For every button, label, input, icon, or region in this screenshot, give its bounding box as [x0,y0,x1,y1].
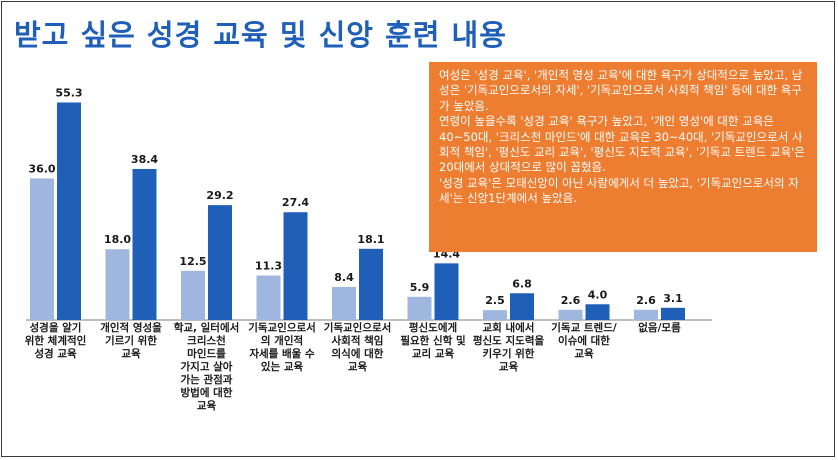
bar-s1-c2 [105,249,130,320]
category-label-7-line-3: 키우기 위한 [482,348,535,360]
category-label-3-line-3: 마인드를 [187,348,226,360]
category-label-4-line-2: 의 개인적 [260,335,304,347]
category-label-7: 교회 내에서 평신도 지도력을 키우기 위한 교육 [472,322,546,374]
category-label-7-line-1: 교회 내에서 [482,322,535,334]
data-label-s2-c4: 27.4 [282,196,309,209]
category-label-8: 기독교 트렌드/이슈에 대한 교육 [547,322,621,361]
data-label-s2-c9: 3.1 [663,292,683,305]
category-label-5-line-1: 기독교인으로서 [323,322,392,334]
category-label-3: 학교, 일터에서 크리스천 마인드를 가지고 살아 가는 관점과 방법에 대한 교육 [170,322,244,413]
category-label-3-line-4: 가지고 살아 [180,361,233,373]
bar-s2-c7 [510,293,534,320]
category-label-7-line-2: 평신도 지도력을 [472,335,545,347]
category-label-4: 기독교인으로서 의 개인적 자세를 배울 수 있는 교육 [245,322,319,374]
category-label-6-line-3: 교리 교육 [411,348,455,360]
data-label-s1-c2: 18.0 [104,233,131,246]
category-label-3-line-1: 학교, 일터에서 [173,322,240,334]
category-label-5-line-4: 교육 [347,361,368,373]
category-label-3-line-5: 가는 관점과 [180,374,233,386]
category-label-4-line-1: 기독교인으로서 [248,322,316,334]
category-label-1-line-3: 성경 교육 [34,348,77,360]
category-label-8-line-2: 이슈에 대한 [558,335,610,347]
note-line-2: 연령이 높을수록 '성경 교육' 욕구가 높았고, '개인 영성'에 대한 교육… [439,114,805,175]
data-label-s2-c5: 18.1 [357,233,384,246]
note-line-3: '성경 교육'은 모태신앙이 아닌 사람에게서 더 높았고, '기독교인으로서의… [439,175,799,206]
category-label-4-line-3: 자세를 배울 수 [249,348,315,360]
category-label-8-line-3: 교육 [574,348,594,360]
bar-s2-c3 [208,205,232,320]
category-label-6-line-2: 필요한 신학 및 [400,335,466,347]
category-label-3-line-7: 교육 [196,400,217,412]
bar-s1-c1 [30,178,54,320]
category-label-9-line-1: 없음/모름 [638,322,681,334]
category-label-1-line-2: 위한 체계적인 [24,335,87,347]
category-label-1-line-1: 성경을 알기 [29,322,82,334]
bar-s1-c6 [407,296,432,320]
category-label-6-line-1: 평신도에게 [408,322,458,334]
bar-s2-c2 [132,168,157,320]
category-label-7-line-4: 교육 [498,361,519,373]
summary-note: 여성은 '성경 교육', '개인적 영성 교육'에 대한 욕구가 상대적으로 높… [429,62,817,252]
category-label-6: 평신도에게 필요한 신학 및 교리 교육 [396,322,470,361]
bar-s2-c1 [57,102,81,320]
bar-s1-c3 [181,270,205,320]
category-label-3-line-6: 방법에 대한 [180,387,233,399]
bar-s2-c6 [434,263,459,320]
bar-s2-c9 [661,307,685,320]
category-label-5-line-2: 사회적 책임 [331,335,384,347]
bar-s2-c4 [283,212,308,320]
category-label-2-line-2: 기르기 위한 [105,335,157,347]
category-label-3-line-2: 크리스천 [187,335,226,347]
page-title: 받고 싶은 성경 교육 및 신앙 훈련 내용 [14,18,507,52]
category-label-5: 기독교인으로서 사회적 책임 의식에 대한 교육 [321,322,395,374]
data-label-s1-c1: 36.0 [28,162,55,175]
data-label-s1-c7: 2.5 [485,294,505,307]
data-label-s1-c4: 11.3 [255,260,282,273]
bar-s1-c5 [332,286,356,320]
data-label-s2-c2: 38.4 [131,153,158,166]
bar-s1-c9 [634,309,658,320]
bar-s2-c5 [359,248,383,320]
category-label-2: 개인적 영성을 기르기 위한 교육 [94,322,168,361]
data-label-s2-c7: 6.8 [512,277,532,290]
category-label-4-line-4: 있는 교육 [260,361,304,373]
category-label-2-line-3: 교육 [121,348,141,360]
category-label-9: 없음/모름 [623,322,697,335]
data-label-s1-c8: 2.6 [561,294,581,307]
bar-s1-c7 [483,310,507,320]
category-label-5-line-3: 의식에 대한 [331,348,384,360]
category-label-8-line-1: 기독교 트렌드/ [551,322,617,334]
data-label-s1-c6: 5.9 [410,281,430,294]
note-line-1: 여성은 '성경 교육', '개인적 영성 교육'에 대한 욕구가 상대적으로 높… [439,68,803,113]
data-label-s1-c9: 2.6 [636,294,656,307]
data-label-s1-c3: 12.5 [179,255,206,268]
category-label-1: 성경을 알기 위한 체계적인 성경 교육 [19,322,93,361]
data-label-s2-c1: 55.3 [55,86,82,99]
data-label-s1-c5: 8.4 [334,271,354,284]
data-label-s2-c3: 29.2 [206,189,233,202]
bar-s2-c8 [585,304,610,320]
bar-s1-c8 [558,309,583,320]
category-label-2-line-1: 개인적 영성을 [100,322,162,334]
data-label-s2-c8: 4.0 [588,288,608,301]
bar-s1-c4 [256,275,281,320]
